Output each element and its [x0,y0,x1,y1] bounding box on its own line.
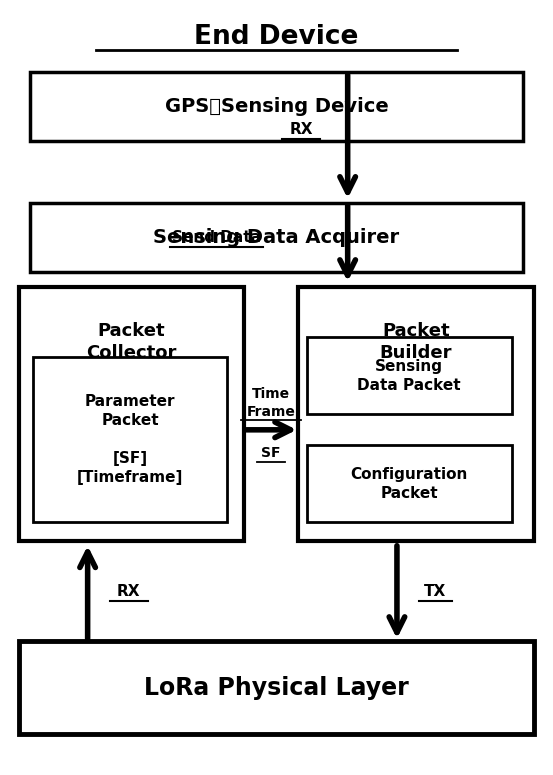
Text: LoRa Physical Layer: LoRa Physical Layer [144,676,409,700]
Text: GPS・Sensing Device: GPS・Sensing Device [165,97,388,116]
Text: TX: TX [424,584,446,599]
Text: Time
Frame: Time Frame [247,388,295,418]
Text: RX: RX [289,122,313,137]
FancyBboxPatch shape [306,445,512,522]
Text: Send Data: Send Data [172,230,261,245]
FancyBboxPatch shape [19,288,244,542]
FancyBboxPatch shape [30,72,523,141]
Text: Parameter
Packet

[SF]
[Timeframe]: Parameter Packet [SF] [Timeframe] [77,394,183,485]
Text: RX: RX [117,584,140,599]
FancyBboxPatch shape [30,203,523,272]
FancyBboxPatch shape [19,642,534,734]
FancyBboxPatch shape [306,337,512,415]
Text: Packet
Builder: Packet Builder [380,322,452,362]
Text: Configuration
Packet: Configuration Packet [351,467,468,501]
Text: Packet
Collector: Packet Collector [86,322,176,362]
FancyBboxPatch shape [299,288,534,542]
Text: Sensing Data Acquirer: Sensing Data Acquirer [153,228,400,247]
FancyBboxPatch shape [33,356,227,522]
Text: End Device: End Device [194,24,359,50]
Text: SF: SF [261,446,281,460]
Text: Sensing
Data Packet: Sensing Data Packet [357,359,461,393]
